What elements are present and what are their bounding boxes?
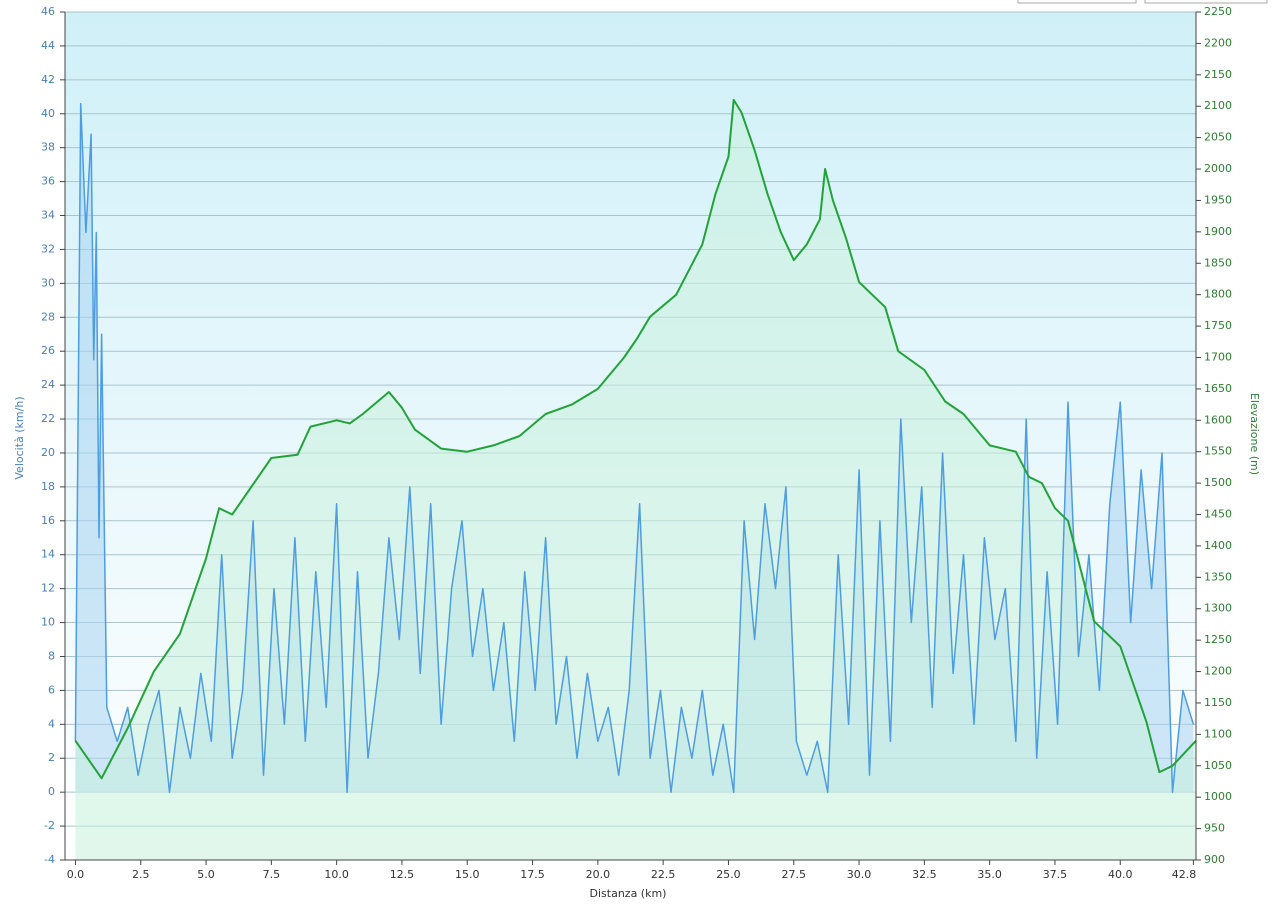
line xyxy=(74,102,1195,793)
x-tick-label: 22.5 xyxy=(651,868,676,881)
y-tick-label: 36 xyxy=(41,175,55,188)
y-tick-label: 34 xyxy=(41,209,55,222)
y-tick-label: 26 xyxy=(41,344,55,357)
x-tick-label: 0.0 xyxy=(67,868,85,881)
y-tick-label: 40 xyxy=(41,107,55,120)
y2-tick-label: 1650 xyxy=(1204,382,1232,395)
y-tick-label: 28 xyxy=(41,310,55,323)
x-tick-label: 10.0 xyxy=(324,868,349,881)
y2-tick-label: 1450 xyxy=(1204,508,1232,521)
x-tick-label: 17.5 xyxy=(520,868,545,881)
y2-tick-label: 2000 xyxy=(1204,162,1232,175)
y-tick-label: 0 xyxy=(48,785,55,798)
y2-tick-label: 2250 xyxy=(1204,5,1232,18)
y-tick-label: 32 xyxy=(41,242,55,255)
y2-tick-label: 1550 xyxy=(1204,445,1232,458)
x-tick-label: 25.0 xyxy=(716,868,741,881)
y-tick-label: -4 xyxy=(44,853,55,866)
x-tick-label: 32.5 xyxy=(912,868,937,881)
y2-tick-label: 1300 xyxy=(1204,602,1232,615)
y2-tick-label: 1200 xyxy=(1204,665,1232,678)
x-tick-label: 15.0 xyxy=(455,868,480,881)
y-tick-label: 46 xyxy=(41,5,55,18)
y2-tick-label: 1800 xyxy=(1204,288,1232,301)
y2-tick-label: 1050 xyxy=(1204,759,1232,772)
y2-tick-label: 1900 xyxy=(1204,225,1232,238)
x-tick-label: 7.5 xyxy=(263,868,281,881)
x-tick-label: 20.0 xyxy=(586,868,611,881)
y-tick-label: -2 xyxy=(44,819,55,832)
y-tick-label: 16 xyxy=(41,514,55,527)
y2-axis-title: Elevazione (m) xyxy=(1248,393,1261,475)
y-tick-label: 10 xyxy=(41,616,55,629)
y-tick-label: 6 xyxy=(48,683,55,696)
y2-tick-label: 1100 xyxy=(1204,727,1232,740)
y2-tick-label: 1250 xyxy=(1204,633,1232,646)
y2-tick-label: 2200 xyxy=(1204,36,1232,49)
y2-tick-label: 1000 xyxy=(1204,790,1232,803)
area xyxy=(75,99,1196,860)
y-tick-label: 42 xyxy=(41,73,55,86)
y2-tick-label: 950 xyxy=(1204,822,1225,835)
y2-tick-label: 1150 xyxy=(1204,696,1232,709)
button[interactable] xyxy=(1144,0,1268,4)
y-tick-label: 2 xyxy=(48,751,55,764)
y-tick-label: 30 xyxy=(41,276,55,289)
x-tick-label: 35.0 xyxy=(977,868,1002,881)
y2-tick-label: 1750 xyxy=(1204,319,1232,332)
button[interactable] xyxy=(1017,0,1137,4)
y-tick-label: 18 xyxy=(41,480,55,493)
y-axis-title: Velocità (km/h) xyxy=(13,396,26,479)
x-tick-label: 27.5 xyxy=(782,868,807,881)
y-tick-label: 8 xyxy=(48,649,55,662)
y-tick-label: 14 xyxy=(41,548,55,561)
y-tick-label: 38 xyxy=(41,141,55,154)
y-tick-label: 44 xyxy=(41,39,55,52)
y-tick-label: 4 xyxy=(48,717,55,730)
y2-tick-label: 1850 xyxy=(1204,256,1232,269)
y2-tick-label: 1500 xyxy=(1204,476,1232,489)
y2-tick-label: 1700 xyxy=(1204,350,1232,363)
y2-tick-label: 2150 xyxy=(1204,68,1232,81)
x-tick-label: 42.8 xyxy=(1172,868,1197,881)
y2-tick-label: 900 xyxy=(1204,853,1225,866)
y-tick-label: 22 xyxy=(41,412,55,425)
y-tick-label: 12 xyxy=(41,582,55,595)
y2-tick-label: 1600 xyxy=(1204,413,1232,426)
line xyxy=(74,98,1197,780)
y2-tick-label: 1400 xyxy=(1204,539,1232,552)
x-tick-label: 12.5 xyxy=(390,868,415,881)
x-tick-label: 30.0 xyxy=(847,868,872,881)
x-tick-label: 5.0 xyxy=(197,868,215,881)
y2-tick-label: 1950 xyxy=(1204,193,1232,206)
y2-tick-label: 1350 xyxy=(1204,570,1232,583)
y-tick-label: 24 xyxy=(41,378,55,391)
x-tick-label: 2.5 xyxy=(132,868,150,881)
y-tick-label: 20 xyxy=(41,446,55,459)
x-tick-label: 37.5 xyxy=(1043,868,1068,881)
y2-tick-label: 2100 xyxy=(1204,99,1232,112)
x-axis-title: Distanza (km) xyxy=(590,887,667,900)
y2-tick-label: 2050 xyxy=(1204,131,1232,144)
x-tick-label: 40.0 xyxy=(1108,868,1133,881)
